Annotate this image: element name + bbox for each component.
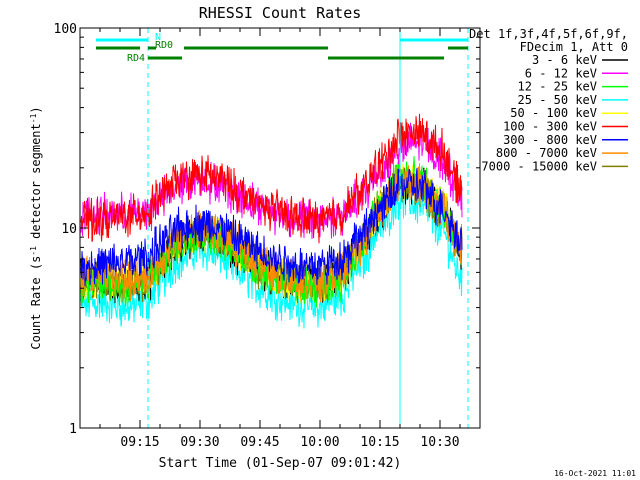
state-bar-label-n: N (155, 32, 161, 43)
y-tick-label-2: 1 (69, 422, 77, 437)
y-axis-label-end: ) (29, 106, 43, 113)
y-axis-label: Count Rate (s-1 detector segment-1) (29, 106, 44, 349)
y-axis-label-main: Count Rate (s (29, 256, 43, 350)
legend-label-8: 7000 - 15000 keV (481, 159, 597, 173)
legend-header-2: FDecim 1, Att 0 (520, 40, 628, 54)
series-line-7 (80, 163, 463, 303)
footer-timestamp: 16-Oct-2021 11:01 (554, 469, 636, 478)
x-tick-label-4: 10:15 (360, 435, 399, 450)
legend-label-1: 6 - 12 keV (525, 66, 597, 80)
y-axis-label-sup1: -1 (29, 246, 38, 256)
legend-label-2: 12 - 25 keV (518, 80, 597, 94)
series-line-6 (80, 167, 463, 287)
legend-label-4: 50 - 100 keV (510, 106, 597, 120)
legend-label-5: 100 - 300 keV (503, 120, 597, 134)
legend: Det 1f,3f,4f,5f,6f,9f, FDecim 1, Att 0 3… (469, 27, 628, 173)
state-bar-label-rd0: RD0 (155, 40, 173, 51)
x-tick-label-3: 10:00 (300, 435, 339, 450)
x-tick-label-0: 09:15 (120, 435, 159, 450)
x-tick-label-2: 09:45 (240, 435, 279, 450)
state-bar-label-rd4: RD4 (127, 53, 145, 64)
y-axis-label-sup2: -1 (29, 113, 38, 123)
legend-header-1: Det 1f,3f,4f,5f,6f,9f, (469, 27, 628, 41)
y-tick-label-1: 10 (61, 222, 77, 237)
series-line-5 (80, 113, 463, 244)
x-axis-label: Start Time (01-Sep-07 09:01:42) (159, 456, 402, 471)
y-axis-label-mid: detector segment (29, 123, 43, 246)
chart-title: RHESSI Count Rates (199, 4, 362, 22)
x-tick-label-1: 09:30 (180, 435, 219, 450)
y-tick-label-0: 100 (54, 22, 77, 37)
x-tick-label-5: 10:30 (420, 435, 459, 450)
legend-label-6: 300 - 800 keV (503, 133, 597, 147)
legend-label-7: 800 - 7000 keV (496, 146, 597, 160)
legend-label-3: 25 - 50 keV (518, 93, 597, 107)
legend-label-0: 3 - 6 keV (532, 53, 597, 67)
